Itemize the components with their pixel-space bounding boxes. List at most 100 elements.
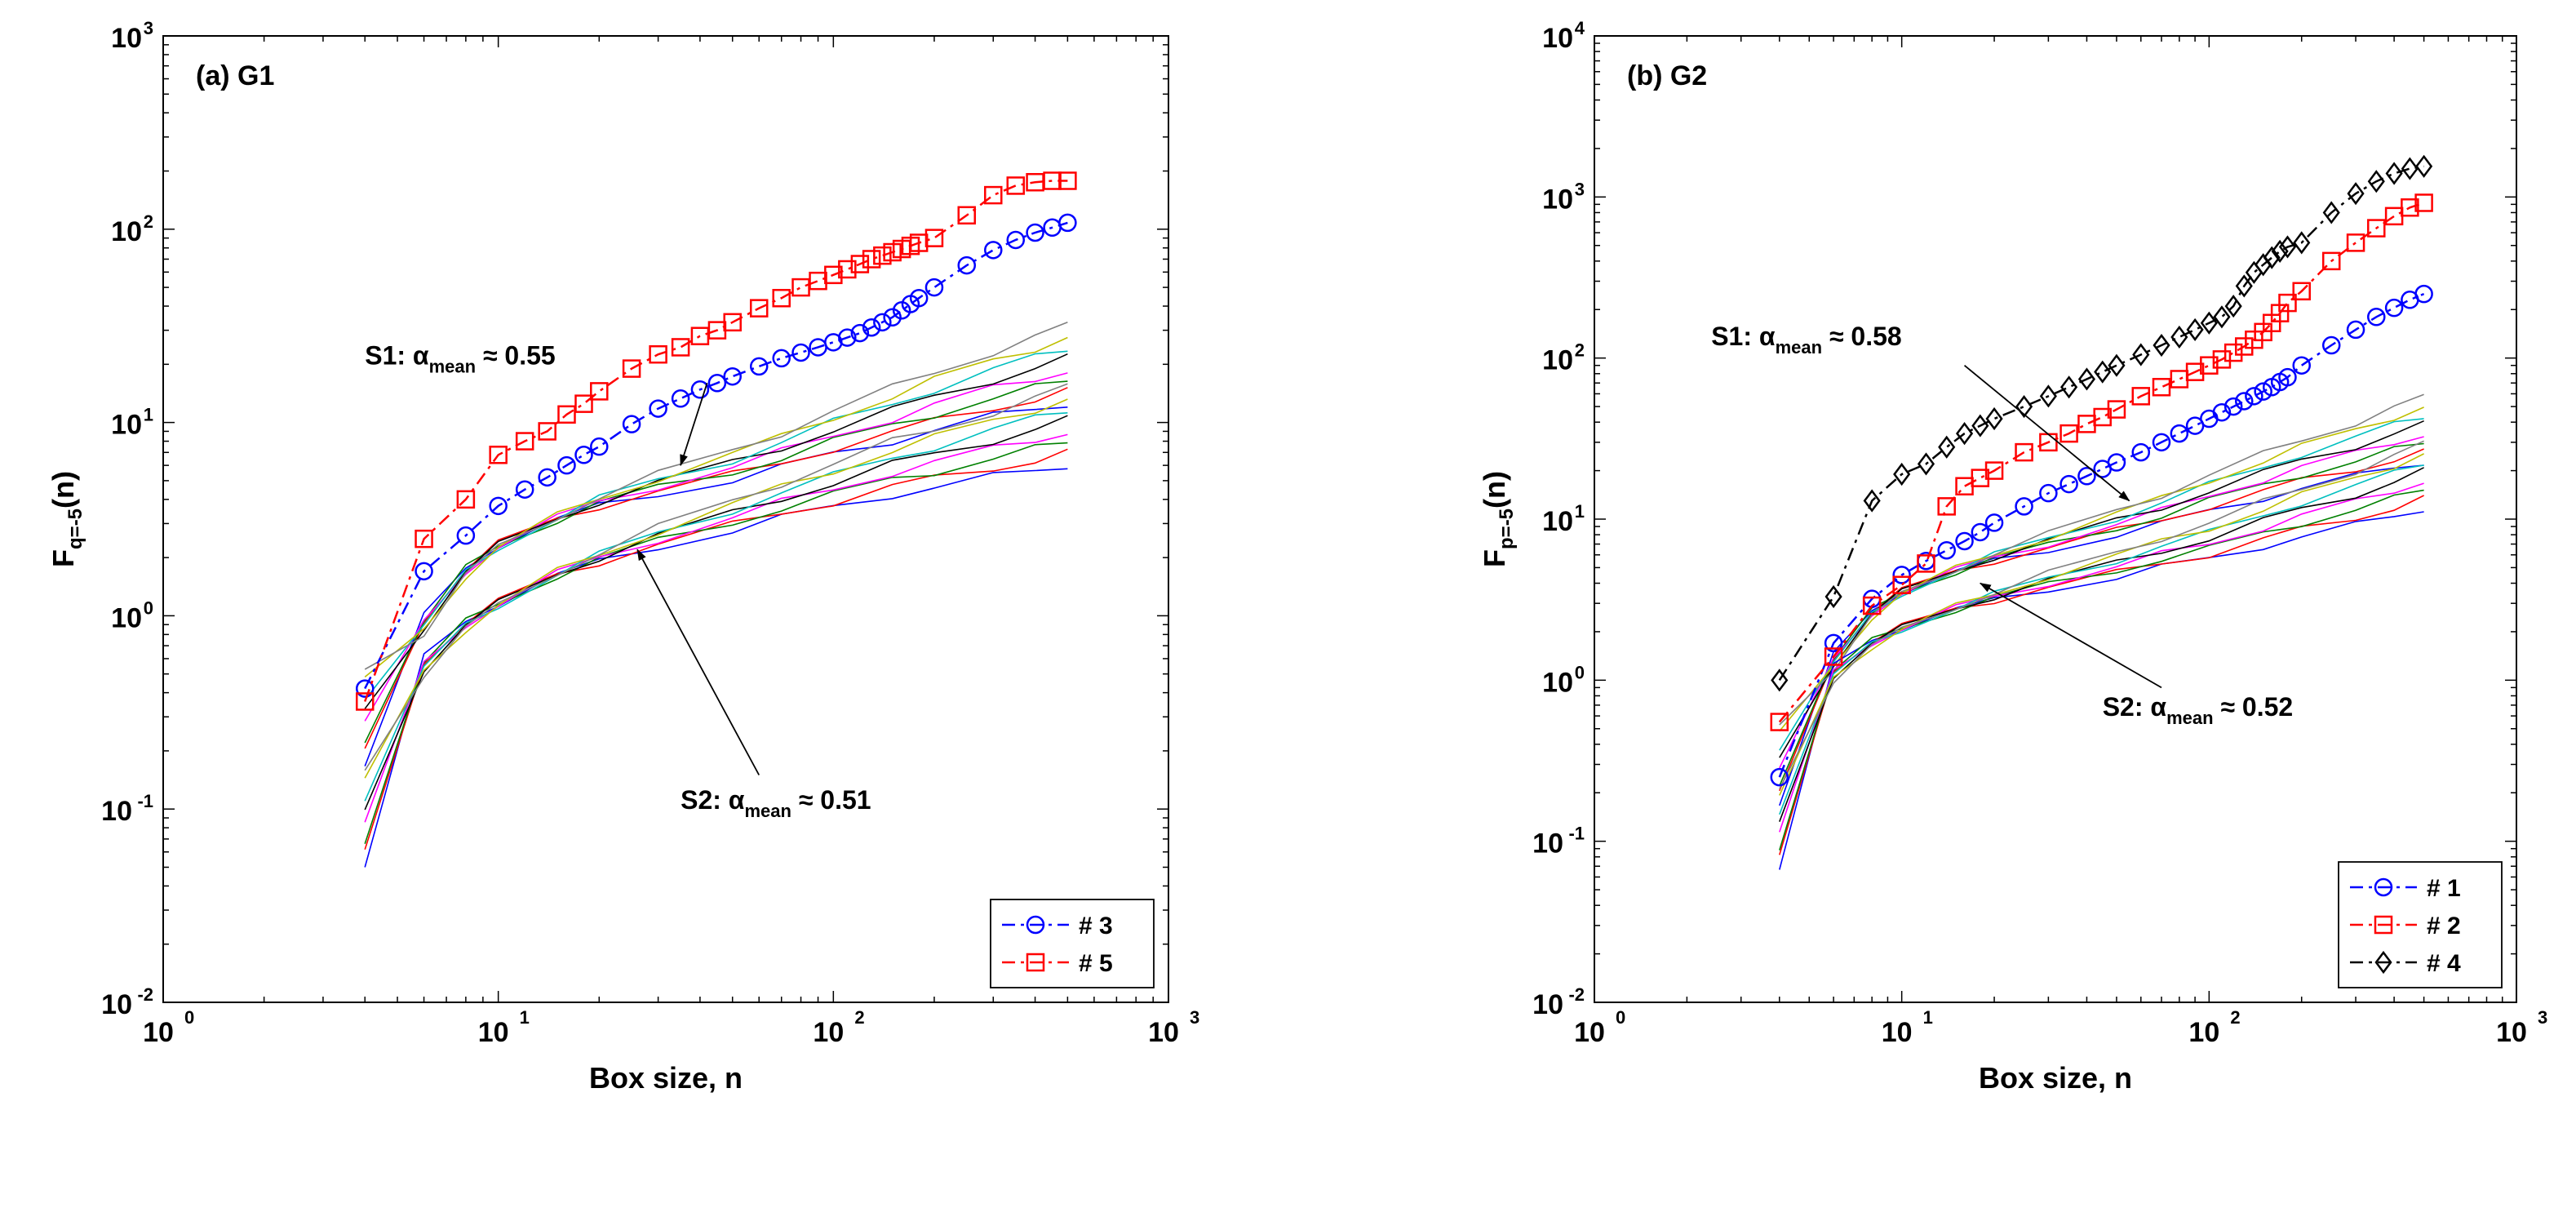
data-point (1971, 414, 1989, 437)
data-point (355, 692, 375, 711)
annotation-arrow (1963, 365, 2130, 502)
data-point (957, 255, 977, 275)
data-point (909, 288, 929, 308)
data-point (355, 679, 375, 698)
annotation-1: S1: αmean ≈ 0.58 (1711, 322, 2130, 502)
data-point (824, 265, 843, 285)
data-point (2170, 424, 2189, 443)
background-curve (1779, 436, 2424, 769)
x-tick-label-exponent: 2 (2230, 1007, 2240, 1028)
background-curve (1779, 448, 2424, 792)
data-point (1917, 554, 1935, 573)
data-point (850, 323, 870, 343)
data-point (1985, 406, 2003, 431)
data-point (1938, 435, 1956, 459)
annotation-arrow (1979, 582, 2162, 689)
data-point (2094, 360, 2112, 384)
data-point (1937, 497, 1956, 516)
data-point (2015, 394, 2033, 419)
data-point (2321, 251, 2341, 271)
data-point (924, 229, 944, 247)
background-curve (364, 336, 1068, 678)
data-point (574, 446, 593, 464)
y-tick-label-exponent: 3 (1575, 179, 1585, 199)
y-tick-label: 10 (101, 989, 132, 1020)
data-point (2278, 293, 2297, 313)
series-2 (1770, 193, 2433, 731)
data-point (622, 415, 641, 433)
legend-box (990, 899, 1155, 988)
y-tick-label: 10 (111, 410, 142, 441)
data-point (1955, 422, 1974, 446)
y-tick-label-exponent: 0 (1575, 662, 1585, 682)
data-point (862, 250, 881, 269)
y-tick-label-exponent: 1 (1575, 501, 1585, 522)
legend-entry: # 1 (2350, 875, 2461, 902)
data-point (1971, 522, 1990, 542)
annotation-text: S1: αmean ≈ 0.58 (1711, 322, 1901, 358)
legend-label: # 2 (2427, 913, 2461, 939)
y-tick-label: 10 (111, 602, 142, 633)
y-tick-label: 10 (101, 796, 132, 827)
x-tick-label-exponent: 3 (1190, 1007, 1199, 1028)
data-point (1984, 461, 2004, 480)
data-point (2108, 353, 2126, 377)
data-point (1892, 566, 1911, 584)
legend-label: # 5 (1079, 950, 1113, 977)
data-point (2414, 284, 2433, 304)
x-tick-label: 10 (143, 1017, 174, 1048)
data-point (590, 382, 609, 401)
y-axis-label: Fq=-5(n) (47, 471, 86, 567)
y-axis-label: Fp=-5(n) (1478, 471, 1518, 567)
series-4 (1771, 154, 2433, 692)
y-tick-label: 10 (1542, 667, 1573, 698)
y-tick-label: 10 (111, 23, 142, 54)
data-point (1824, 633, 1843, 653)
legend-entry: # 3 (1002, 913, 1113, 939)
plot-data (355, 171, 1077, 868)
data-point (749, 357, 769, 376)
background-curve (1779, 467, 2424, 822)
data-point (1917, 452, 1935, 476)
data-point (1824, 584, 1842, 609)
background-curve (1779, 393, 2424, 726)
data-point (2132, 343, 2150, 366)
y-tick-label-exponent: 2 (1575, 340, 1585, 361)
series-line (364, 180, 1068, 702)
data-point (2107, 453, 2126, 472)
x-tick-label-exponent: 0 (1616, 1007, 1625, 1028)
data-point (707, 374, 727, 393)
data-point (2015, 442, 2033, 462)
data-point (1770, 767, 1789, 787)
y-tick-label-exponent: 4 (1575, 18, 1585, 38)
series-line (1778, 165, 2424, 681)
data-point (2384, 298, 2404, 318)
data-point (1771, 668, 1789, 692)
data-point (2414, 193, 2433, 212)
data-point (2131, 387, 2151, 406)
data-point (984, 185, 1003, 205)
data-point (2263, 246, 2281, 269)
data-point (2059, 474, 2078, 494)
background-curve (1779, 406, 2424, 732)
y-tick-label-exponent: 3 (144, 18, 153, 38)
data-point (2385, 162, 2403, 185)
plot-area-frame (162, 35, 1169, 1003)
annotation-1: S1: αmean ≈ 0.55 (365, 340, 708, 467)
y-tick-label-exponent: 1 (144, 405, 153, 425)
background-curve (364, 372, 1068, 722)
y-tick-label: 10 (1532, 989, 1563, 1020)
data-point (538, 468, 556, 487)
legend-label: # 4 (2427, 950, 2461, 977)
data-point (489, 496, 508, 516)
x-tick-label: 10 (1148, 1017, 1179, 1048)
annotation-2: S2: αmean ≈ 0.51 (636, 549, 871, 821)
data-point (590, 437, 609, 456)
y-tick-label: 10 (1542, 506, 1573, 537)
data-point (2060, 375, 2078, 399)
data-point (538, 422, 556, 441)
